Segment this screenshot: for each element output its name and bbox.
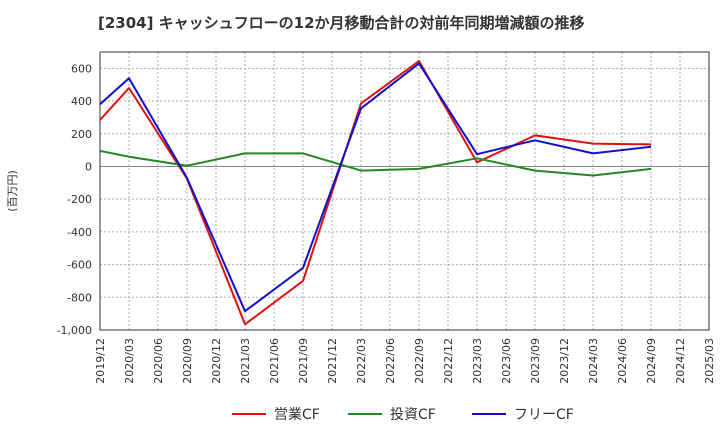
y-axis-label: (百万円) (6, 170, 19, 212)
legend-label-2: 投資CF (390, 407, 436, 423)
y-tick-label: -800 (67, 291, 92, 304)
x-tick-label: 2023/12 (558, 338, 571, 384)
x-tick-label: 2024/12 (674, 338, 687, 384)
y-tick-label: 0 (85, 160, 92, 173)
x-tick-label: 2023/06 (500, 338, 513, 384)
x-tick-label: 2021/09 (297, 338, 310, 384)
x-tick-label: 2022/12 (442, 338, 455, 384)
x-tick-label: 2020/03 (123, 338, 136, 384)
x-tick-label: 2022/06 (384, 338, 397, 384)
x-tick-label: 2021/06 (268, 338, 281, 384)
x-tick-label: 2021/03 (239, 338, 252, 384)
x-tick-label: 2022/09 (413, 338, 426, 384)
x-tick-label: 2025/03 (703, 338, 716, 384)
x-tick-label: 2024/03 (587, 338, 600, 384)
x-tick-label: 2021/12 (326, 338, 339, 384)
x-tick-label: 2019/12 (94, 338, 107, 384)
series-line-2 (99, 149, 652, 177)
legend: 営業CF 投資CF フリーCF (232, 407, 574, 423)
y-tick-label: 400 (71, 95, 92, 108)
y-tick-label: -200 (67, 193, 92, 206)
x-tick-label: 2020/06 (152, 338, 165, 384)
legend-label-1: 営業CF (274, 407, 320, 423)
x-tick-label: 2022/03 (355, 338, 368, 384)
x-axis-ticks: 2019/12 2020/03 2020/06 2020/09 2020/12 2021/… (94, 338, 716, 384)
y-tick-label: 200 (71, 128, 92, 141)
y-tick-label: -600 (67, 259, 92, 272)
x-tick-label: 2024/06 (616, 338, 629, 384)
chart-title: [2304] キャッシュフローの12か月移動合計の対前年同期増減額の推移 (98, 14, 585, 32)
plot-background (100, 52, 709, 330)
x-tick-label: 2023/09 (529, 338, 542, 384)
legend-label-3: フリーCF (514, 407, 574, 423)
series-lines (99, 60, 652, 326)
x-tick-label: 2020/09 (181, 338, 194, 384)
x-tick-label: 2023/03 (471, 338, 484, 384)
plot-frame (99, 51, 710, 331)
y-tick-label: 600 (71, 62, 92, 75)
x-tick-label: 2024/09 (645, 338, 658, 384)
y-tick-label: -1,000 (57, 324, 92, 337)
series-line-1 (99, 60, 652, 326)
x-tick-label: 2020/12 (210, 338, 223, 384)
y-axis-ticks: -1,000 -800 -600 -400 -200 0 200 400 600 (57, 62, 92, 337)
y-tick-label: -400 (67, 226, 92, 239)
series-line-3 (99, 62, 652, 313)
